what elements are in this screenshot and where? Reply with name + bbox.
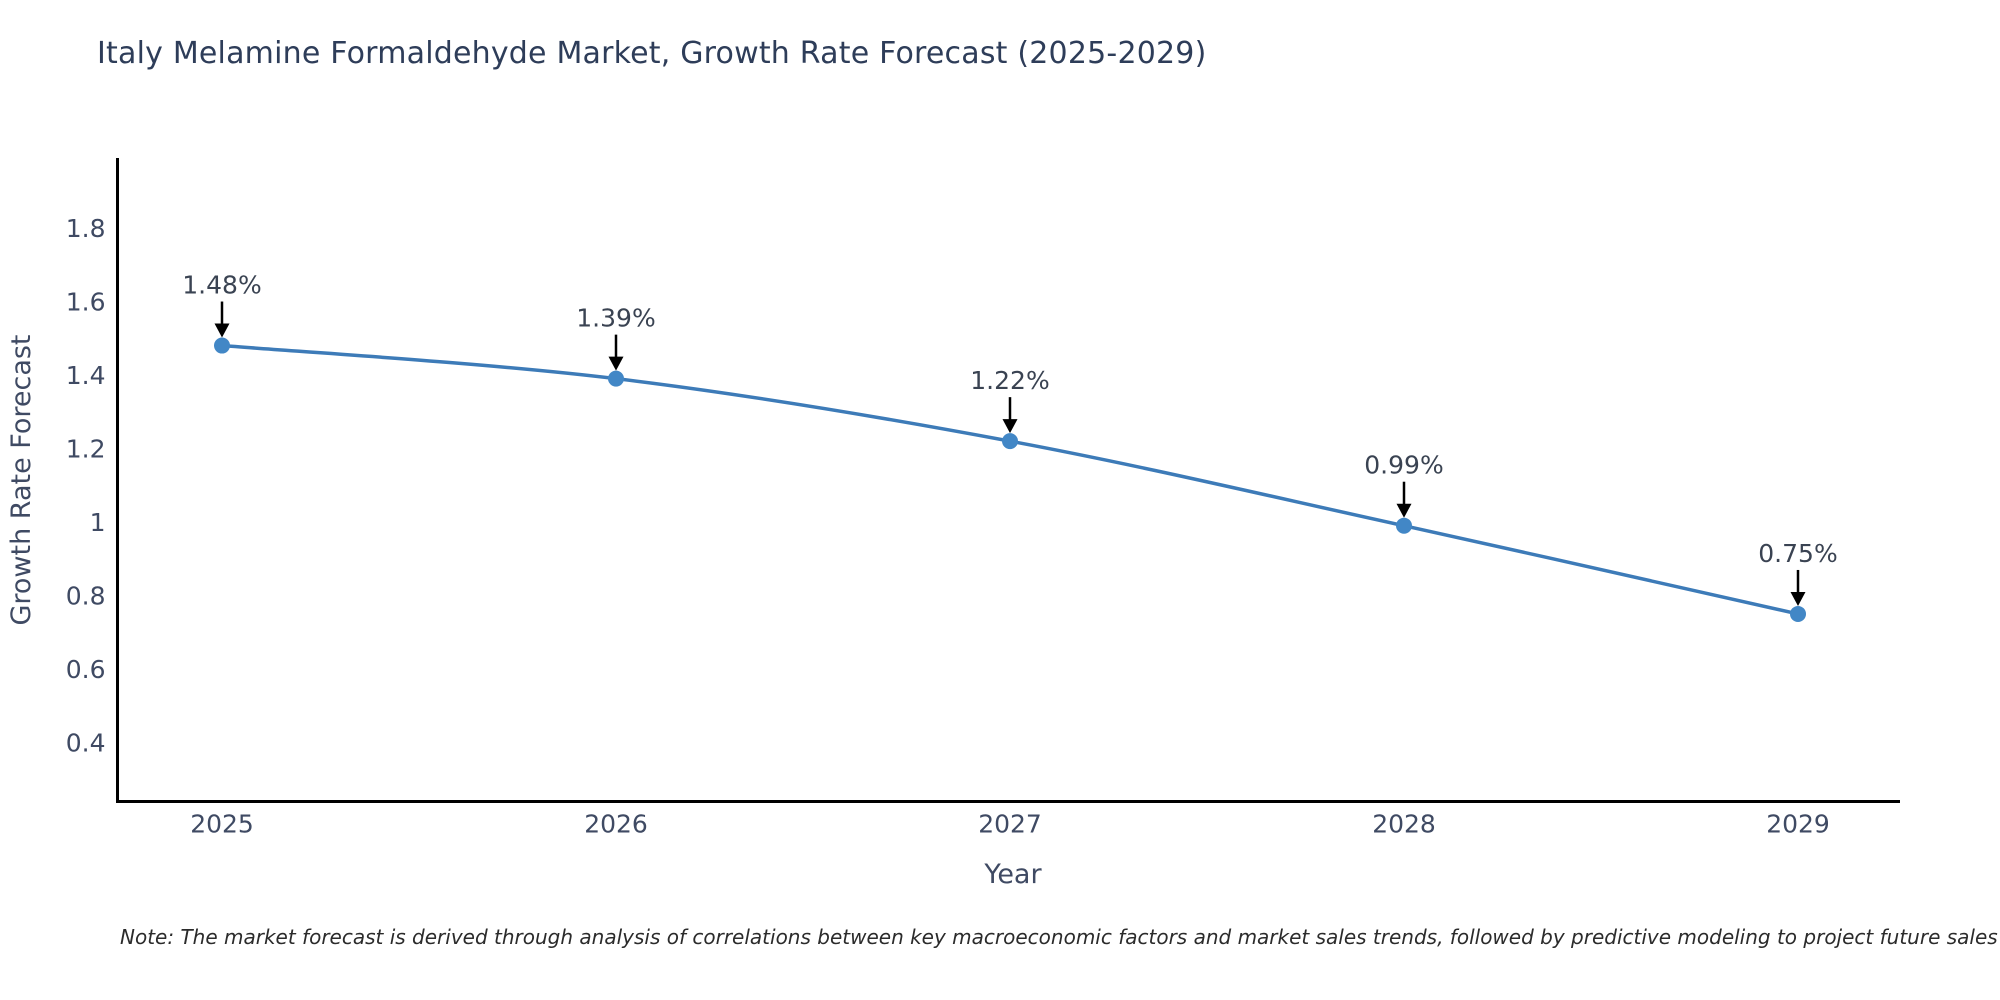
annotation-arrowhead-icon xyxy=(1396,503,1412,518)
annotation-arrowhead-icon xyxy=(1002,419,1018,434)
annotation-arrowhead-icon xyxy=(608,356,624,371)
x-tick-label: 2026 xyxy=(584,810,648,839)
axes-spines xyxy=(116,158,1900,803)
data-point-marker xyxy=(1002,433,1018,450)
y-tick-label: 1.6 xyxy=(66,287,106,316)
point-annotation-label: 1.22% xyxy=(970,366,1049,395)
y-tick-label: 1 xyxy=(90,508,106,537)
x-axis-label: Year xyxy=(983,859,1042,890)
annotation-arrowhead-icon xyxy=(214,323,230,338)
x-tick-label: 2025 xyxy=(190,810,254,839)
point-annotations: 1.48% 1.39% 1.22% 0.99% 0.75% xyxy=(182,271,1838,606)
y-tick-label: 1.4 xyxy=(66,361,106,390)
y-tick-label: 0.8 xyxy=(66,582,106,611)
tick-labels: 0.4 0.6 0.8 1 1.2 1.4 1.6 1.8 2025 2026 2027 2028 20… xyxy=(66,214,1830,839)
y-tick-label: 0.6 xyxy=(66,655,106,684)
point-annotation-label: 0.99% xyxy=(1364,451,1443,480)
x-tick-label: 2028 xyxy=(1372,810,1436,839)
y-tick-label: 1.2 xyxy=(66,434,106,463)
point-annotation-label: 1.39% xyxy=(576,304,655,333)
x-tick-label: 2027 xyxy=(978,810,1042,839)
data-point-marker xyxy=(214,337,230,354)
y-tick-label: 1.8 xyxy=(66,214,106,243)
y-axis-label: Growth Rate Forecast xyxy=(6,334,37,625)
y-tick-label: 0.4 xyxy=(66,729,106,758)
data-point-marker xyxy=(1396,517,1412,534)
data-series xyxy=(214,337,1806,622)
chart-title: Italy Melamine Formaldehyde Market, Grow… xyxy=(97,36,1207,71)
footnote: Note: The market forecast is derived thr… xyxy=(120,925,1998,949)
annotation-arrowhead-icon xyxy=(1790,591,1806,606)
point-annotation-label: 0.75% xyxy=(1758,539,1837,568)
x-tick-label: 2029 xyxy=(1766,810,1830,839)
point-annotation-label: 1.48% xyxy=(182,271,261,300)
data-point-marker xyxy=(1790,605,1806,622)
data-point-marker xyxy=(608,370,624,387)
